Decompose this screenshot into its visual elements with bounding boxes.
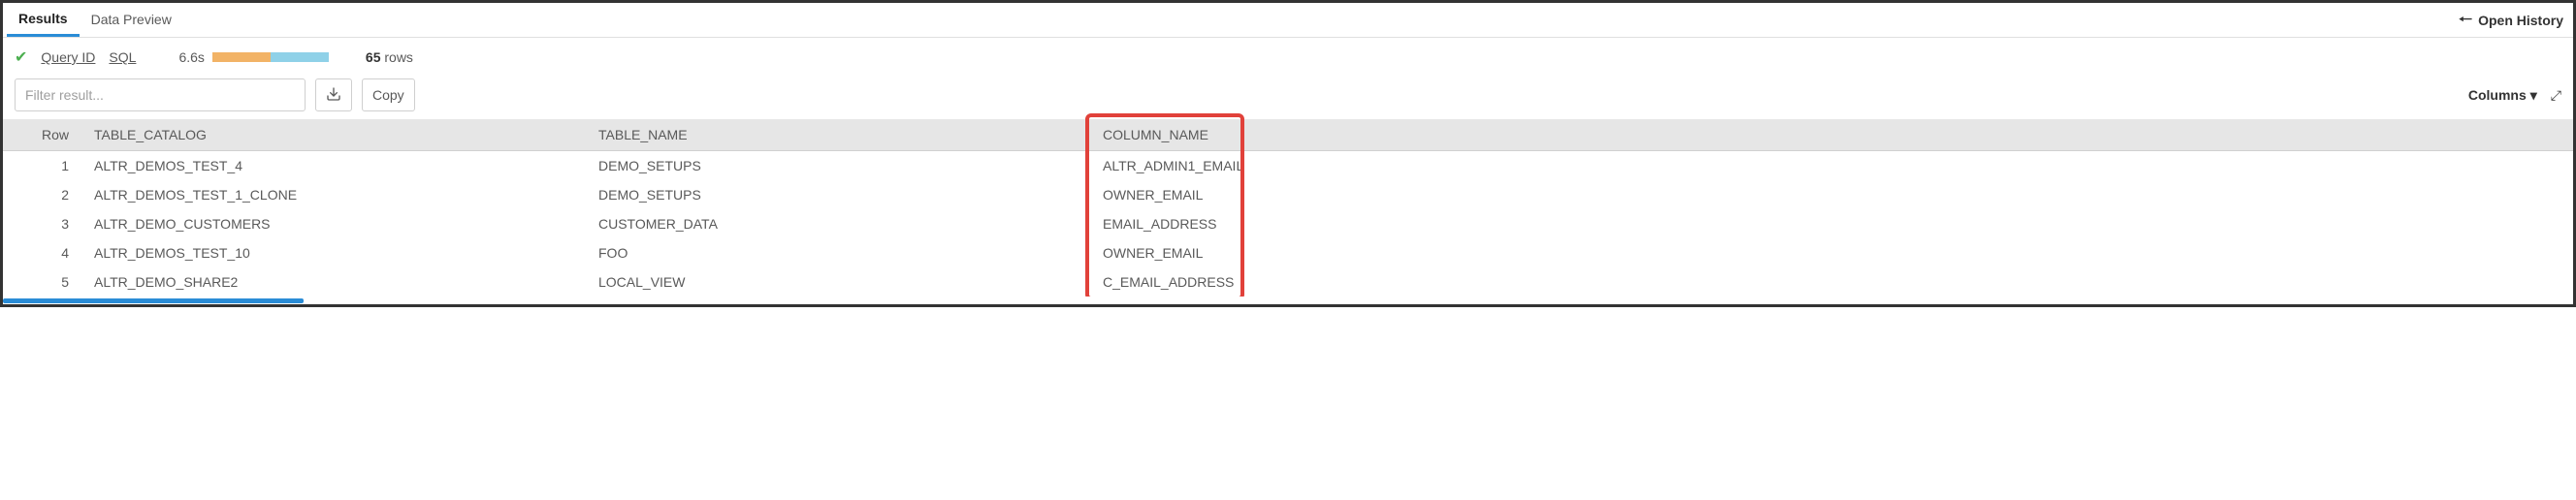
- timing-seg-exec: [271, 52, 329, 62]
- cell-spacer: [1248, 209, 2573, 238]
- cell-spacer: [1248, 267, 2573, 297]
- arrow-left-icon: 🠐: [2459, 13, 2472, 28]
- query-id-link[interactable]: Query ID: [41, 49, 95, 65]
- timing-bar: [212, 52, 329, 62]
- results-table: Row TABLE_CATALOG TABLE_NAME COLUMN_NAME…: [3, 119, 2573, 297]
- copy-label: Copy: [372, 87, 404, 103]
- tabs-left: Results Data Preview: [7, 3, 183, 37]
- table-row[interactable]: 4ALTR_DEMOS_TEST_10FOOOWNER_EMAIL: [3, 238, 2573, 267]
- timing-seg-compile: [212, 52, 271, 62]
- open-history-button[interactable]: 🠐 Open History: [2459, 13, 2569, 28]
- cell-table-catalog: ALTR_DEMO_SHARE2: [84, 267, 589, 297]
- tabs-bar: Results Data Preview 🠐 Open History: [3, 3, 2573, 38]
- table-row[interactable]: 3ALTR_DEMO_CUSTOMERSCUSTOMER_DATAEMAIL_A…: [3, 209, 2573, 238]
- col-row[interactable]: Row: [3, 119, 84, 151]
- cell-table-catalog: ALTR_DEMO_CUSTOMERS: [84, 209, 589, 238]
- table-row[interactable]: 2ALTR_DEMOS_TEST_1_CLONEDEMO_SETUPSOWNER…: [3, 180, 2573, 209]
- table-row[interactable]: 1ALTR_DEMOS_TEST_4DEMO_SETUPSALTR_ADMIN1…: [3, 151, 2573, 181]
- duration-text: 6.6s: [178, 49, 204, 65]
- horizontal-scrollbar[interactable]: [3, 297, 2573, 304]
- row-number: 4: [3, 238, 84, 267]
- cell-spacer: [1248, 238, 2573, 267]
- chevron-down-icon: ▾: [2530, 87, 2537, 104]
- filter-input[interactable]: [15, 78, 306, 111]
- cell-column-name: OWNER_EMAIL: [1093, 238, 1248, 267]
- tab-results-label: Results: [18, 11, 68, 26]
- sql-link[interactable]: SQL: [109, 49, 136, 65]
- row-count: 65: [366, 49, 381, 65]
- row-number: 3: [3, 209, 84, 238]
- cell-table-name: FOO: [589, 238, 1093, 267]
- cell-spacer: [1248, 151, 2573, 181]
- cell-table-name: DEMO_SETUPS: [589, 180, 1093, 209]
- cell-column-name: C_EMAIL_ADDRESS: [1093, 267, 1248, 297]
- timing-block: 6.6s: [178, 49, 328, 65]
- col-spacer: [1248, 119, 2573, 151]
- tools-row: Copy Columns ▾ ⤢: [3, 73, 2573, 119]
- tab-data-preview-label: Data Preview: [91, 12, 172, 27]
- query-meta-row: ✔ Query ID SQL 6.6s 65 rows: [3, 38, 2573, 73]
- cell-column-name: OWNER_EMAIL: [1093, 180, 1248, 209]
- success-check-icon: ✔: [15, 47, 27, 67]
- cell-table-name: DEMO_SETUPS: [589, 151, 1093, 181]
- table-body: 1ALTR_DEMOS_TEST_4DEMO_SETUPSALTR_ADMIN1…: [3, 151, 2573, 297]
- expand-icon[interactable]: ⤢: [2551, 87, 2561, 104]
- cell-table-catalog: ALTR_DEMOS_TEST_1_CLONE: [84, 180, 589, 209]
- rows-suffix: rows: [380, 49, 412, 65]
- cell-table-catalog: ALTR_DEMOS_TEST_4: [84, 151, 589, 181]
- row-number: 2: [3, 180, 84, 209]
- row-number: 5: [3, 267, 84, 297]
- row-number: 1: [3, 151, 84, 181]
- columns-label: Columns: [2468, 87, 2527, 103]
- col-table-name[interactable]: TABLE_NAME: [589, 119, 1093, 151]
- cell-column-name: EMAIL_ADDRESS: [1093, 209, 1248, 238]
- cell-table-catalog: ALTR_DEMOS_TEST_10: [84, 238, 589, 267]
- tab-results[interactable]: Results: [7, 3, 80, 37]
- scrollbar-thumb[interactable]: [3, 298, 304, 303]
- open-history-label: Open History: [2478, 13, 2563, 28]
- col-table-catalog[interactable]: TABLE_CATALOG: [84, 119, 589, 151]
- columns-dropdown[interactable]: Columns ▾: [2468, 87, 2537, 104]
- table-wrap: Row TABLE_CATALOG TABLE_NAME COLUMN_NAME…: [3, 119, 2573, 297]
- table-header-row: Row TABLE_CATALOG TABLE_NAME COLUMN_NAME: [3, 119, 2573, 151]
- download-button[interactable]: [315, 78, 352, 111]
- tools-right: Columns ▾ ⤢: [2468, 87, 2561, 104]
- rows-info: 65 rows: [366, 49, 413, 65]
- cell-table-name: CUSTOMER_DATA: [589, 209, 1093, 238]
- cell-spacer: [1248, 180, 2573, 209]
- tab-data-preview[interactable]: Data Preview: [80, 4, 183, 37]
- download-icon: [326, 86, 341, 105]
- copy-button[interactable]: Copy: [362, 78, 415, 111]
- col-column-name[interactable]: COLUMN_NAME: [1093, 119, 1248, 151]
- cell-table-name: LOCAL_VIEW: [589, 267, 1093, 297]
- table-row[interactable]: 5ALTR_DEMO_SHARE2LOCAL_VIEWC_EMAIL_ADDRE…: [3, 267, 2573, 297]
- cell-column-name: ALTR_ADMIN1_EMAIL: [1093, 151, 1248, 181]
